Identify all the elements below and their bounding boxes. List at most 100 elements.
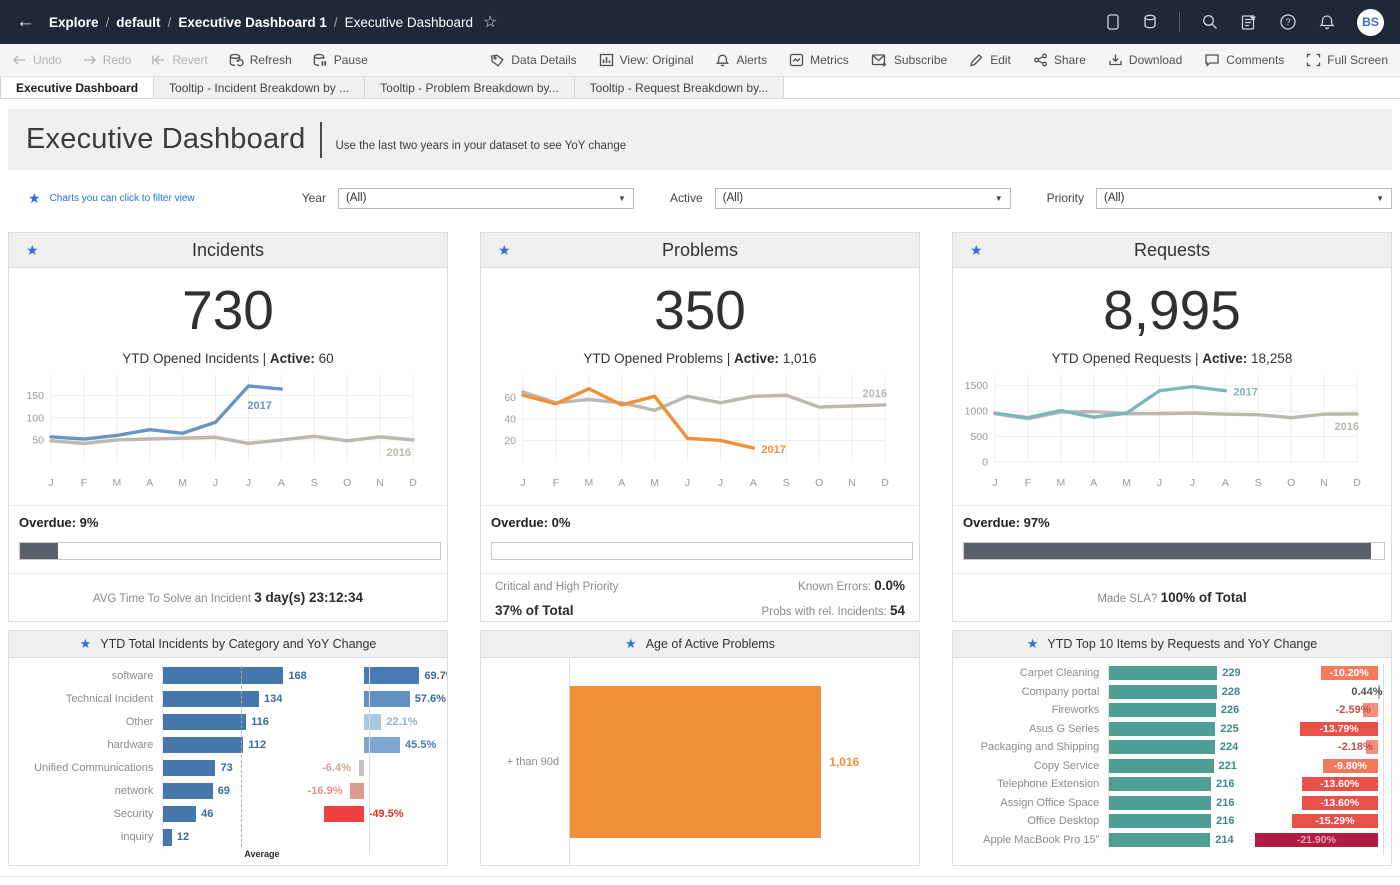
value-bar[interactable] [1109,759,1213,773]
fullscreen-button[interactable]: Full Screen [1306,53,1388,67]
data-source-icon[interactable] [1142,13,1158,31]
value-bar[interactable] [163,760,215,776]
incidents-trend-chart[interactable]: 50100150JFMAMJJASOND20162017 [15,370,441,497]
yoy-label: -2.18% [1338,741,1373,753]
table-row[interactable]: Apple MacBook Pro 15”214-21.90% [961,831,1385,850]
value-bar[interactable] [1109,722,1215,736]
stat-text: AVG Time To Solve an Incident [93,593,254,605]
table-row[interactable]: software16869.7% [17,664,441,687]
pause-button[interactable]: Pause [312,53,368,68]
requests-trend[interactable]: 050010001500JFMAMJJASOND20162017 [959,370,1385,492]
data-details-button[interactable]: Data Details [489,53,576,68]
filter-active: Active(All)▼ [670,188,1011,209]
yoy-label: -13.60% [1320,778,1359,790]
table-row[interactable]: network69-16.9% [17,780,441,803]
value-bar[interactable] [1109,703,1216,717]
table-row[interactable]: Fireworks226-2.59% [961,701,1385,720]
value-bar[interactable] [163,714,246,730]
table-row[interactable]: Telephone Extension216-13.60% [961,775,1385,794]
share-button[interactable]: Share [1033,53,1086,67]
help-icon[interactable]: ? [1279,13,1297,31]
device-preview-icon[interactable] [1105,13,1121,31]
filter-priority-dropdown[interactable]: (All)▼ [1096,188,1392,209]
metrics-button[interactable]: Metrics [789,53,849,67]
breadcrumb-item[interactable]: Explore [49,15,99,30]
revert-button[interactable]: Revert [151,53,207,67]
table-row[interactable]: Office Desktop216-15.29% [961,812,1385,831]
comments-button[interactable]: Comments [1204,53,1284,67]
yoy-bar[interactable] [350,783,364,799]
download-button[interactable]: Download [1108,53,1182,67]
value-bar[interactable] [163,691,259,707]
value-bar[interactable] [163,829,172,845]
incidents-trend[interactable]: 50100150JFMAMJJASOND20162017 [15,370,441,492]
age-bar[interactable] [570,686,821,838]
tab-executive-dashboard[interactable]: Executive Dashboard [0,77,154,98]
table-row[interactable]: hardware11245.5% [17,733,441,756]
problems-trend-chart[interactable]: 204060JFMAMJJASOND20162017 [487,370,913,497]
view-original-button[interactable]: View: Original [599,53,694,67]
table-row[interactable]: Copy Service221-9.80% [961,757,1385,776]
value-bar[interactable] [1109,685,1217,699]
value-bar[interactable] [163,783,212,799]
value-bar[interactable] [163,806,196,822]
table-row[interactable]: inquiry12 [17,826,441,849]
table-row[interactable]: Security46-49.5% [17,803,441,826]
table-row[interactable]: Asus G Series225-13.79% [961,720,1385,739]
filter-priority: Priority(All)▼ [1047,188,1392,209]
value-bar[interactable] [1109,777,1211,791]
yoy-bar[interactable] [324,806,364,822]
table-row[interactable]: Technical Incident13457.6% [17,687,441,710]
table-row[interactable]: Other11622.1% [17,710,441,733]
yoy-bar[interactable] [359,760,364,776]
yoy-bar[interactable] [364,691,410,707]
value-bar[interactable] [1109,814,1211,828]
notifications-icon[interactable] [1318,13,1336,31]
search-icon[interactable] [1201,13,1219,31]
value-bar[interactable] [1109,833,1210,847]
tab-tooltip-2[interactable]: Tooltip - Problem Breakdown by... [365,77,575,98]
value-bar-cell: 216 [1108,775,1239,794]
problems-kpi-caption: YTD Opened Problems | Active: 1,016 [481,351,919,366]
svg-text:40: 40 [504,413,516,425]
refresh-button[interactable]: Refresh [228,53,292,68]
yoy-bar[interactable] [364,714,382,730]
envelope-plus-icon [871,53,888,67]
undo-button[interactable]: Undo [12,53,62,67]
subscribe-button[interactable]: Subscribe [871,53,947,67]
back-arrow-icon[interactable]: ← [16,11,35,33]
value-bar[interactable] [163,737,243,753]
yoy-bar[interactable] [364,667,420,683]
table-row[interactable]: Unified Communications73-6.4% [17,757,441,780]
favorites-doc-icon[interactable] [1240,13,1258,31]
breadcrumb-item[interactable]: default [116,15,160,30]
problems-subchart[interactable]: + than 90d1,016 [480,658,920,866]
tab-tooltip-3[interactable]: Tooltip - Request Breakdown by... [575,77,785,98]
requests-trend-chart[interactable]: 050010001500JFMAMJJASOND20162017 [959,370,1385,497]
value-bar[interactable] [163,667,283,683]
refresh-label: Refresh [250,53,292,67]
table-row[interactable]: Company portal2280.44% [961,683,1385,702]
edit-button[interactable]: Edit [969,53,1011,67]
value-bar[interactable] [1109,740,1215,754]
table-row[interactable]: Carpet Cleaning229-10.20% [961,664,1385,683]
yoy-label: 57.6% [415,693,446,705]
filter-year-dropdown[interactable]: (All)▼ [338,188,634,209]
requests-subchart[interactable]: Carpet Cleaning229-10.20%Company portal2… [952,658,1392,866]
table-row[interactable]: Packaging and Shipping224-2.18% [961,738,1385,757]
breadcrumb-item[interactable]: Executive Dashboard 1 [178,15,327,30]
filter-active-dropdown[interactable]: (All)▼ [715,188,1011,209]
problems-trend[interactable]: 204060JFMAMJJASOND20162017 [487,370,913,492]
value-bar-cell: 224 [1108,738,1239,757]
value-bar[interactable] [1109,666,1217,680]
redo-button[interactable]: Redo [82,53,132,67]
user-avatar[interactable]: BS [1357,9,1384,36]
incidents-subchart[interactable]: software16869.7%Technical Incident13457.… [8,658,448,866]
tag-icon [489,53,505,68]
breadcrumb-item[interactable]: Executive Dashboard [345,15,473,30]
value-bar[interactable] [1109,796,1211,810]
table-row[interactable]: Assign Office Space216-13.60% [961,794,1385,813]
tab-tooltip-1[interactable]: Tooltip - Incident Breakdown by ... [154,77,365,98]
alerts-button[interactable]: Alerts [715,53,767,67]
favorite-star-icon[interactable]: ☆ [483,12,497,32]
